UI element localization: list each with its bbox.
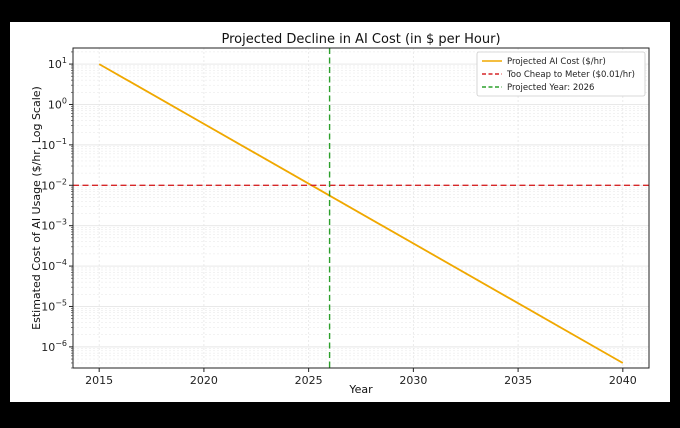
x-tick-label: 2025 xyxy=(295,374,323,387)
y-tick-label: 100 xyxy=(48,96,67,111)
y-tick-label: 10−1 xyxy=(41,137,67,152)
legend-label: Projected AI Cost ($/hr) xyxy=(507,57,606,67)
legend-box xyxy=(476,51,646,97)
legend-label: Projected Year: 2026 xyxy=(507,83,594,93)
x-tick-label: 2020 xyxy=(190,374,218,387)
x-tick-label: 2035 xyxy=(504,374,532,387)
x-tick-label: 2015 xyxy=(85,374,113,387)
legend: Projected AI Cost ($/hr) Too Cheap to Met… xyxy=(476,51,646,97)
x-tick-label: 2040 xyxy=(609,374,637,387)
y-axis-label: Estimated Cost of AI Usage ($/hr, Log Sc… xyxy=(30,86,43,330)
y-tick-label: 101 xyxy=(48,56,67,71)
y-tick-label: 10−4 xyxy=(41,258,67,273)
plot-area xyxy=(72,47,650,369)
y-tick-label: 10−3 xyxy=(41,218,67,233)
legend-label: Too Cheap to Meter ($0.01/hr) xyxy=(506,70,635,80)
x-tick-label: 2030 xyxy=(399,374,427,387)
x-axis: 2015 2020 2025 2030 2035 2040 xyxy=(85,368,637,387)
chart-title: Projected Decline in AI Cost (in $ per H… xyxy=(221,32,500,47)
y-tick-label: 10−5 xyxy=(41,298,67,313)
y-axis: 101 100 10−1 10−2 10−3 10−4 10−5 10−6 xyxy=(41,51,73,369)
x-axis-label: Year xyxy=(348,383,373,396)
y-tick-label: 10−2 xyxy=(41,177,67,192)
series-line-projected-ai-cost xyxy=(98,63,624,364)
y-tick-label: 10−6 xyxy=(41,339,67,354)
series-layer xyxy=(73,48,649,368)
